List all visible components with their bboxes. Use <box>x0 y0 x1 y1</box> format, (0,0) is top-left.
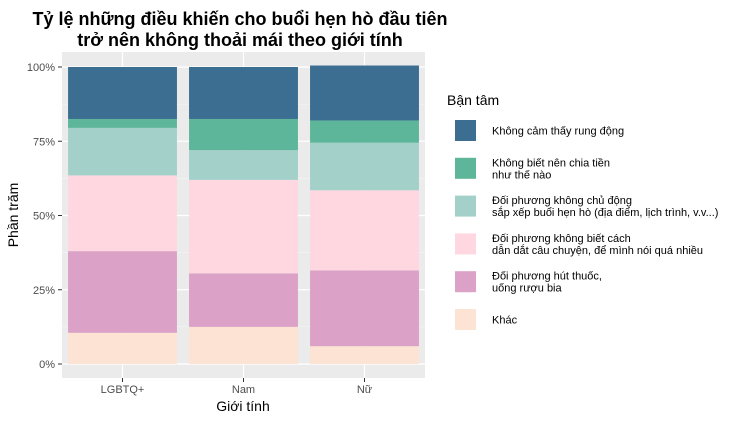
y-tick-label: 100% <box>27 62 55 74</box>
bar-segment-4 <box>68 127 177 176</box>
x-tick-label: Nam <box>232 384 255 396</box>
y-axis-title: Phần trăm <box>5 183 21 248</box>
legend-label: Đối phương không chủ động sắp xếp buổi hẹ… <box>492 195 718 219</box>
plot-area: 0% 25% 50% 75% 100% LGBTQ+ Nam Nữ <box>27 52 425 396</box>
legend-label: Khác <box>492 315 518 327</box>
legend: Bận tâm Không cảm thấy rung động Không bi… <box>447 92 718 330</box>
legend-key <box>455 120 476 141</box>
legend-key <box>455 157 476 179</box>
legend-key <box>455 195 476 217</box>
legend-label: Đối phương hút thuốc, uống rượu bia <box>492 271 602 295</box>
legend-key <box>455 309 476 330</box>
y-tick-label: 50% <box>33 211 55 223</box>
y-tick-label: 75% <box>33 136 55 148</box>
bar-segment-6 <box>310 65 419 121</box>
bar-segment-2 <box>189 273 298 327</box>
x-tick-label: Nữ <box>357 384 373 396</box>
legend-label: Không cảm thấy rung động <box>492 126 624 138</box>
y-tick-label: 25% <box>33 285 55 297</box>
x-axis-title: Giới tính <box>216 398 270 414</box>
bar-segment-6 <box>189 67 298 119</box>
bar-segment-4 <box>310 142 419 191</box>
bar-segment-1 <box>68 332 177 364</box>
legend-title: Bận tâm <box>447 92 499 108</box>
bar-segment-3 <box>310 190 419 271</box>
legend-key <box>455 271 476 293</box>
bar-segment-5 <box>68 118 177 128</box>
bar-segment-2 <box>310 270 419 347</box>
bar-segment-5 <box>189 118 298 151</box>
chart-title-line-1: Tỷ lệ những điều khiến cho buổi hẹn hò đ… <box>32 9 447 29</box>
legend-key <box>455 233 476 255</box>
bar-segment-3 <box>68 175 177 252</box>
legend-label: Đối phương không biết cách dẫn dắt câu ch… <box>492 233 703 257</box>
bar-segment-1 <box>310 346 419 364</box>
chart-title-line-2: trở nên không thoải mái theo giới tính <box>77 30 403 50</box>
bar-segment-4 <box>189 150 298 180</box>
bar-segment-3 <box>189 179 298 274</box>
x-tick-label: LGBTQ+ <box>101 384 145 396</box>
legend-label: Không biết nên chia tiền như thế nào <box>492 157 610 181</box>
y-tick-label: 0% <box>39 359 55 371</box>
bar-segment-5 <box>310 120 419 143</box>
bar-segment-2 <box>68 251 177 333</box>
bar-segment-6 <box>68 67 177 119</box>
bar-segment-1 <box>189 326 298 364</box>
